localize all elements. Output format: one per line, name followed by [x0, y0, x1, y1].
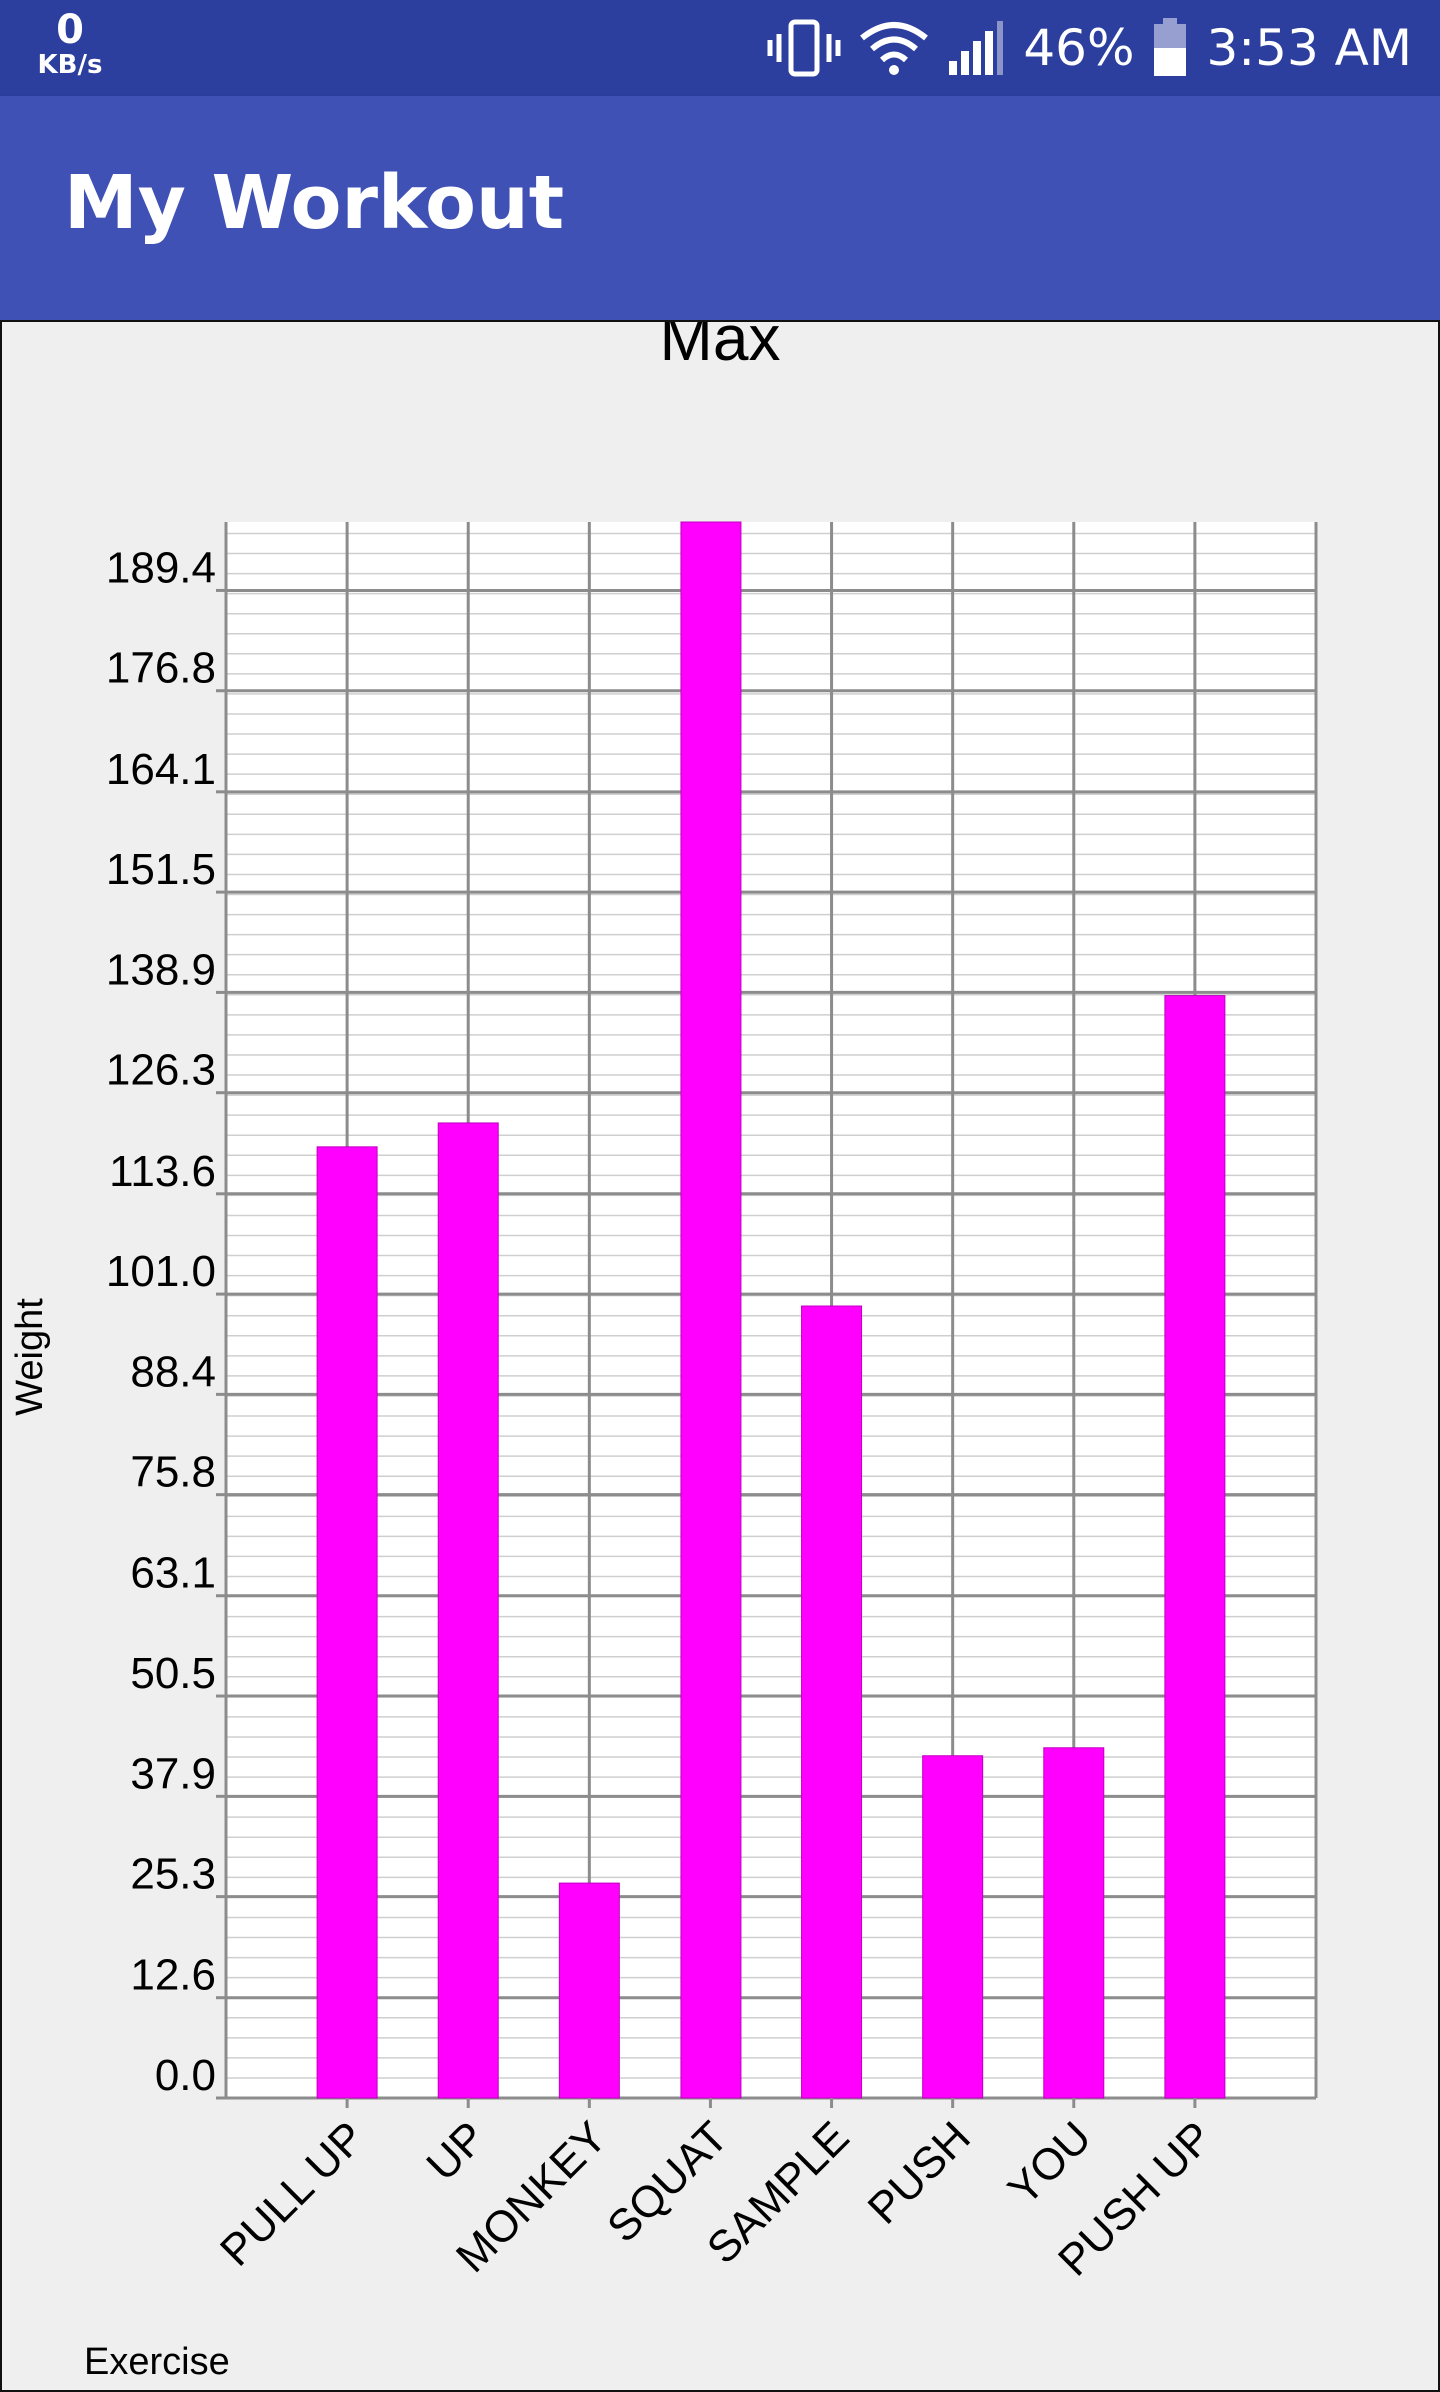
signal-icon	[947, 19, 1005, 77]
x-tick-label: PULL UP	[211, 2112, 374, 2275]
x-axis-label: Exercise	[84, 2341, 230, 2383]
bar-squat	[680, 521, 742, 2099]
x-tick-label: PUSH	[859, 2112, 980, 2233]
y-tick-label: 0.0	[155, 2051, 216, 2100]
bar-monkey	[558, 1882, 620, 2099]
chart-title: Max	[660, 322, 781, 374]
bar-you	[1043, 1747, 1105, 2099]
chart-frame: Max Weight Exercise 0.0 12.6 25.3 37.9 50.5 6…	[0, 320, 1440, 2392]
bar-up	[437, 1122, 499, 2099]
y-tick-label: 88.4	[130, 1347, 216, 1396]
network-speed: 0 KB/s	[34, 10, 106, 78]
y-tick-label: 176.8	[106, 644, 216, 693]
y-tick-label: 25.3	[130, 1850, 216, 1899]
vibrate-icon	[767, 18, 841, 78]
app-bar: My Workout	[0, 96, 1440, 320]
plot-background	[226, 522, 1316, 2098]
y-tick-label: 63.1	[130, 1549, 216, 1598]
y-tick-label: 113.6	[109, 1147, 216, 1196]
bar-sample	[801, 1305, 863, 2099]
status-bar: 0 KB/s	[0, 0, 1440, 96]
y-tick-label: 151.5	[106, 845, 216, 894]
y-tick-label: 126.3	[106, 1046, 216, 1095]
status-icons: 46% 3:53 AM	[767, 0, 1412, 96]
y-tick-label: 101.0	[106, 1247, 216, 1296]
battery-percent: 46%	[1023, 19, 1135, 77]
y-tick-label: 164.1	[106, 745, 216, 794]
wifi-icon	[859, 20, 929, 76]
y-tick-label: 189.4	[106, 543, 216, 592]
battery-icon	[1152, 18, 1188, 78]
max-weight-chart: Max Weight Exercise 0.0 12.6 25.3 37.9 50.5 6…	[9, 322, 1318, 2383]
bar-pull-up	[316, 1146, 378, 2099]
plot-area: 0.0 12.6 25.3 37.9 50.5 63.1 75.8 88.4 101.0 113.…	[106, 521, 1318, 2285]
bar-push-up	[1164, 995, 1226, 2099]
y-axis-label: Weight	[9, 1298, 51, 1416]
x-tick-label: YOU	[999, 2112, 1101, 2214]
network-speed-value: 0	[56, 7, 84, 53]
y-tick-label: 12.6	[130, 1951, 216, 2000]
x-tick-label: UP	[417, 2112, 495, 2190]
y-tick-label: 138.9	[106, 945, 216, 994]
y-tick-label: 75.8	[130, 1448, 216, 1497]
page-title: My Workout	[64, 160, 565, 246]
bar-push	[922, 1755, 984, 2099]
y-tick-label: 50.5	[130, 1649, 216, 1698]
status-time: 3:53 AM	[1206, 19, 1412, 77]
y-tick-label: 37.9	[130, 1749, 216, 1798]
network-speed-unit: KB/s	[37, 50, 103, 80]
